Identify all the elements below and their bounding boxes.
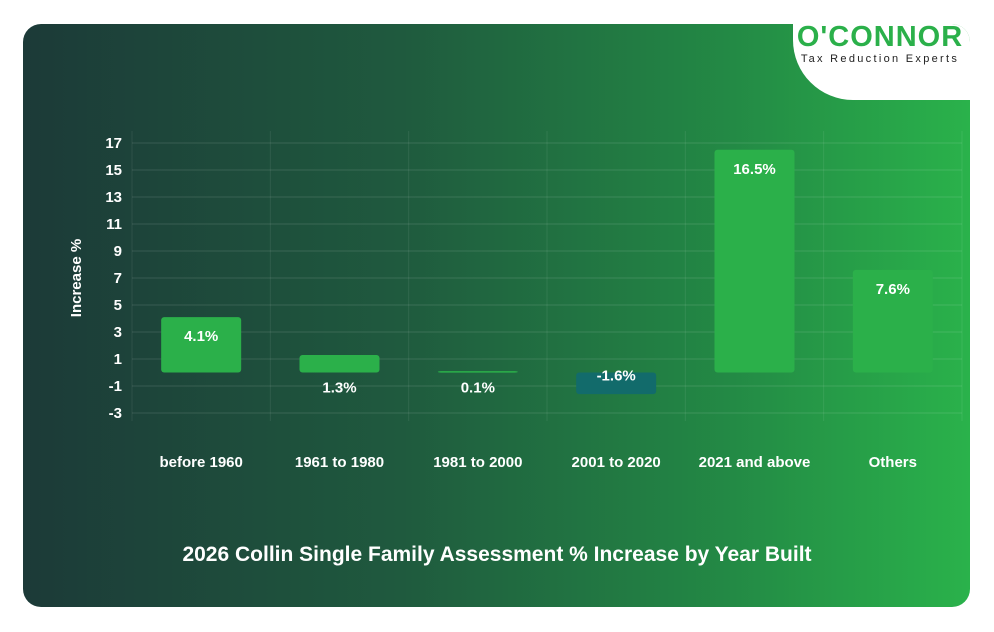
chart-card (23, 24, 970, 607)
bar (161, 317, 242, 373)
bar (299, 354, 380, 373)
logo-cutout (793, 24, 970, 100)
logo: O'CONNOR Tax Reduction Experts (790, 22, 970, 65)
y-tick-label: 17 (105, 135, 122, 152)
y-tick-label: 9 (114, 243, 122, 260)
data-label: 7.6% (876, 281, 910, 298)
y-tick-label: -3 (109, 405, 122, 422)
chart-title: 2026 Collin Single Family Assessment % I… (182, 543, 812, 566)
logo-tagline: Tax Reduction Experts (800, 53, 960, 65)
data-label: 1.3% (322, 380, 356, 397)
x-tick-label: 1981 to 2000 (433, 454, 522, 471)
x-tick-label: 2001 to 2020 (572, 454, 661, 471)
y-tick-label: 13 (105, 189, 122, 206)
y-tick-label: 5 (114, 297, 122, 314)
y-tick-label: 11 (106, 216, 122, 233)
y-tick-label: 1 (114, 351, 122, 368)
x-tick-label: Others (869, 454, 917, 471)
data-label: 4.1% (184, 328, 218, 345)
logo-brand: O'CONNOR (796, 21, 964, 53)
bar (576, 372, 657, 395)
y-tick-label: 15 (105, 162, 122, 179)
data-label: 0.1% (461, 380, 495, 397)
bar (714, 149, 795, 373)
y-tick-label: 7 (114, 270, 122, 287)
x-tick-label: before 1960 (159, 454, 242, 471)
bar (852, 269, 933, 373)
data-label: -1.6% (597, 368, 636, 385)
x-tick-label: 1961 to 1980 (295, 454, 384, 471)
x-tick-label: 2021 and above (699, 454, 811, 471)
y-axis-label: Increase % (68, 239, 85, 317)
y-tick-label: -1 (109, 378, 122, 395)
y-tick-label: 3 (114, 324, 122, 341)
data-label: 16.5% (733, 161, 776, 178)
bar (437, 371, 518, 373)
